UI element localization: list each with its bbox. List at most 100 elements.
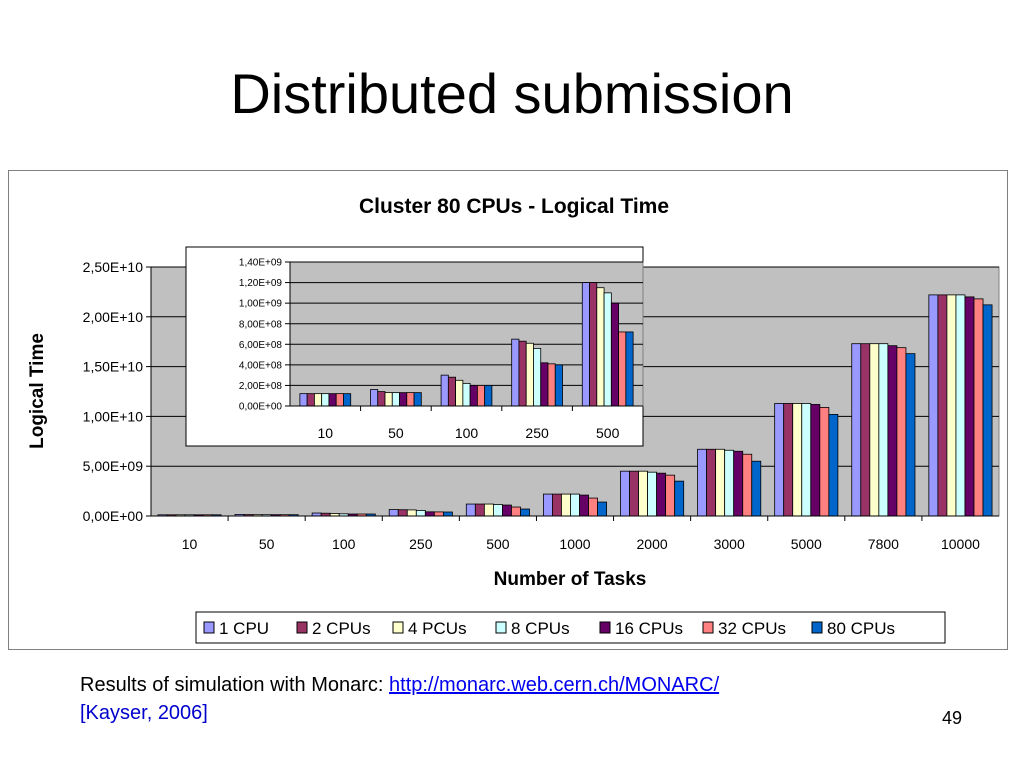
inset-bar-80-cpus-250 — [554, 364, 563, 407]
inset-bar-16-cpus-50 — [399, 392, 408, 407]
caption-text: Results of simulation with Monarc: — [80, 674, 390, 696]
monarc-link[interactable]: http://monarc.web.cern.ch/MONARC/ — [389, 674, 720, 696]
main-bar-80-cpus-3000 — [751, 460, 762, 517]
inset-bar-1-cpu-50 — [370, 389, 379, 407]
main-x-tick-label: 50 — [259, 536, 275, 552]
main-y-tick-label: 2,50E+10 — [83, 259, 144, 275]
inset-bar-1-cpu-10 — [299, 393, 308, 407]
main-bar-16-cpus-5000 — [810, 404, 821, 517]
legend-label: 8 CPUs — [511, 619, 570, 638]
inset-bar-80-cpus-100 — [484, 385, 493, 407]
main-bar-4-pcus-7800 — [869, 343, 880, 517]
inset-bar-32-cpus-10 — [335, 393, 344, 407]
inset-y-tick-label: 1,00E+09 — [239, 299, 283, 310]
main-bar-80-cpus-10000 — [982, 304, 993, 517]
inset-bar-2-cpus-100 — [447, 376, 457, 407]
main-bar-32-cpus-250 — [433, 511, 444, 517]
main-bar-4-pcus-250 — [406, 509, 417, 517]
main-y-tick-label: 0,00E+00 — [83, 508, 144, 524]
main-bar-8-cpus-7800 — [878, 343, 889, 517]
main-bar-4-pcus-500 — [483, 503, 494, 517]
main-bar-1-cpu-1000 — [542, 493, 553, 517]
main-y-tick-label: 5,00E+09 — [83, 458, 144, 474]
legend-swatch — [702, 621, 714, 634]
main-bar-2-cpus-2000 — [629, 470, 639, 517]
inset-bar-8-cpus-500 — [603, 292, 612, 407]
inset-x-tick-label: 50 — [388, 425, 404, 441]
main-bar-4-pcus-10000 — [946, 294, 957, 517]
inset-x-tick-label: 250 — [525, 425, 549, 441]
main-bar-1-cpu-10000 — [928, 294, 939, 517]
chart-svg: Cluster 80 CPUs - Logical Time Logical T… — [27, 195, 1000, 644]
main-bar-8-cpus-3000 — [724, 449, 735, 517]
main-bar-4-pcus-3000 — [715, 448, 726, 517]
inset-bar-80-cpus-50 — [413, 392, 422, 407]
legend-swatch — [392, 621, 404, 634]
main-bar-2-cpus-250 — [397, 509, 408, 517]
main-x-tick-label: 500 — [486, 536, 510, 552]
inset-bar-16-cpus-250 — [540, 362, 549, 407]
main-x-tick-label: 250 — [409, 536, 433, 552]
slide-title: Distributed submission — [230, 62, 794, 125]
inset-y-tick-label: 0,00E+00 — [239, 402, 283, 413]
main-x-tick-label: 7800 — [868, 536, 899, 552]
main-bar-2-cpus-1000 — [552, 493, 562, 517]
main-x-tick-label: 10000 — [941, 536, 980, 552]
main-bar-2-cpus-3000 — [706, 448, 717, 517]
main-bar-1-cpu-2000 — [620, 470, 630, 517]
main-bar-2-cpus-7800 — [860, 343, 871, 517]
page-number: 49 — [942, 708, 963, 728]
main-bar-32-cpus-2000 — [665, 474, 676, 517]
main-bar-8-cpus-500 — [492, 504, 503, 517]
inset-y-tick-label: 8,00E+08 — [239, 319, 283, 330]
main-bar-1-cpu-5000 — [774, 403, 785, 517]
main-bar-1-cpu-250 — [388, 509, 399, 517]
main-bar-16-cpus-250 — [424, 511, 435, 517]
inset-bar-32-cpus-100 — [476, 385, 486, 407]
inset-bar-2-cpus-50 — [377, 391, 386, 407]
main-x-tick-label: 1000 — [559, 536, 590, 552]
inset-bar-1-cpu-250 — [511, 338, 520, 407]
main-bar-32-cpus-5000 — [819, 407, 830, 517]
main-bar-16-cpus-1000 — [579, 494, 589, 517]
inset-bar-80-cpus-10 — [343, 393, 352, 407]
main-bar-80-cpus-2000 — [674, 480, 685, 517]
inset-chart: 0,00E+00 2,00E+08 4,00E+08 6,00E+08 8,00E+08… — [185, 246, 644, 447]
main-x-tick-label: 5000 — [791, 536, 822, 552]
main-bar-16-cpus-500 — [502, 504, 512, 517]
legend-label: 1 CPU — [219, 619, 269, 638]
main-bar-32-cpus-7800 — [896, 347, 907, 517]
main-bar-32-cpus-3000 — [742, 453, 753, 517]
inset-bar-4-pcus-50 — [384, 392, 393, 407]
main-bar-80-cpus-250 — [442, 511, 453, 517]
main-bar-80-cpus-5000 — [828, 414, 839, 517]
inset-bar-80-cpus-500 — [625, 331, 634, 407]
main-bar-2-cpus-500 — [474, 503, 485, 517]
inset-bar-2-cpus-250 — [518, 340, 527, 407]
main-bar-1-cpu-3000 — [697, 448, 708, 517]
inset-bar-1-cpu-100 — [440, 374, 449, 407]
caption: Results of simulation with Monarc: http:… — [80, 671, 719, 727]
main-bar-80-cpus-500 — [520, 508, 530, 517]
main-bar-4-pcus-2000 — [638, 470, 648, 517]
inset-y-tick-label: 4,00E+08 — [239, 360, 283, 371]
inset-bar-16-cpus-10 — [328, 393, 337, 407]
inset-plot-area: 0,00E+00 2,00E+08 4,00E+08 6,00E+08 8,00E+08… — [239, 258, 644, 441]
legend-swatch — [296, 621, 308, 634]
main-bar-1-cpu-7800 — [851, 343, 862, 517]
main-bar-8-cpus-5000 — [801, 403, 812, 517]
inset-y-tick-label: 1,40E+09 — [239, 258, 283, 269]
main-bar-8-cpus-10000 — [955, 294, 966, 517]
inset-bar-4-pcus-100 — [455, 379, 464, 407]
inset-bar-16-cpus-100 — [469, 385, 478, 407]
inset-bar-2-cpus-10 — [306, 393, 315, 407]
chart-frame: Cluster 80 CPUs - Logical Time Logical T… — [8, 170, 1008, 650]
inset-x-tick-label: 500 — [596, 425, 620, 441]
main-bar-4-pcus-5000 — [792, 403, 803, 517]
main-bar-8-cpus-1000 — [570, 493, 580, 517]
main-bar-8-cpus-250 — [415, 510, 426, 517]
main-bar-32-cpus-10000 — [973, 298, 984, 517]
inset-bar-4-pcus-250 — [525, 342, 534, 407]
main-bar-2-cpus-5000 — [783, 403, 794, 517]
main-bar-16-cpus-2000 — [656, 472, 667, 517]
